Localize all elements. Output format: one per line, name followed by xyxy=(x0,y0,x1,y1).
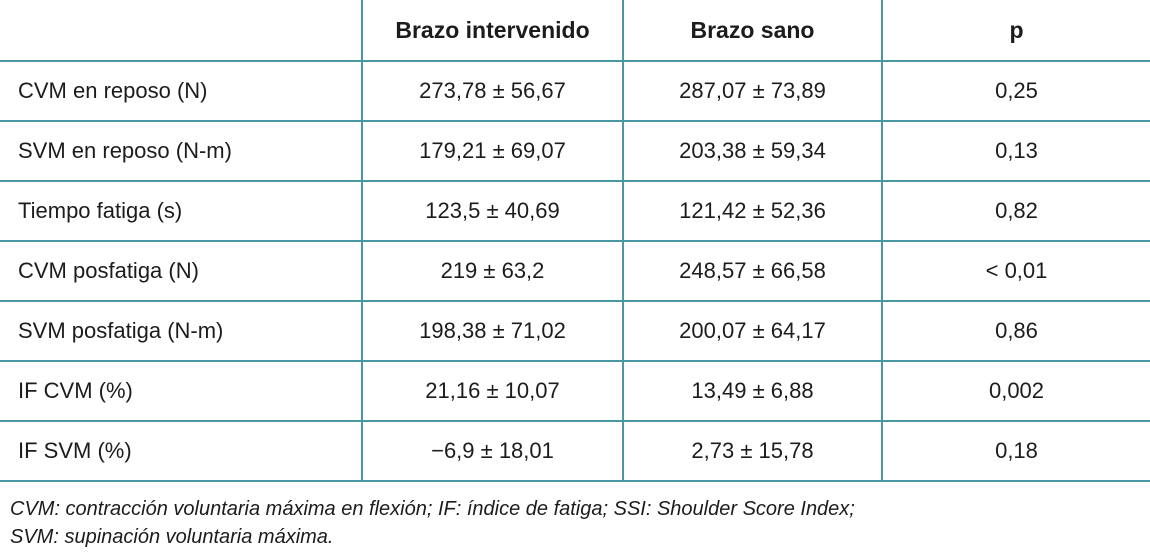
value-cell-intervenido: 219 ± 63,2 xyxy=(361,241,623,302)
footnote-line-2: SVM: supinación voluntaria máxima. xyxy=(10,526,334,548)
p-value-cell: < 0,01 xyxy=(881,241,1150,302)
table-row: Tiempo fatiga (s) 123,5 ± 40,69 121,42 ±… xyxy=(0,181,1150,242)
p-value-cell: 0,18 xyxy=(881,421,1150,482)
table-row: IF CVM (%) 21,16 ± 10,07 13,49 ± 6,88 0,… xyxy=(0,361,1150,422)
header-row: Brazo intervenido Brazo sano p xyxy=(0,0,1150,62)
table-row: CVM en reposo (N) 273,78 ± 56,67 287,07 … xyxy=(0,61,1150,122)
col-header-p: p xyxy=(881,0,1150,62)
results-table: Brazo intervenido Brazo sano p CVM en re… xyxy=(0,0,1150,482)
footnote-line-1: CVM: contracción voluntaria máxima en fl… xyxy=(10,498,855,520)
p-value-cell: 0,25 xyxy=(881,61,1150,122)
col-header-brazo-intervenido: Brazo intervenido xyxy=(361,0,623,62)
value-cell-sano: 2,73 ± 15,78 xyxy=(622,421,882,482)
col-header-brazo-sano: Brazo sano xyxy=(622,0,882,62)
p-value-cell: 0,82 xyxy=(881,181,1150,242)
table-row: SVM posfatiga (N-m) 198,38 ± 71,02 200,0… xyxy=(0,301,1150,362)
value-cell-intervenido: −6,9 ± 18,01 xyxy=(361,421,623,482)
table-row: IF SVM (%) −6,9 ± 18,01 2,73 ± 15,78 0,1… xyxy=(0,421,1150,482)
value-cell-sano: 13,49 ± 6,88 xyxy=(622,361,882,422)
value-cell-intervenido: 179,21 ± 69,07 xyxy=(361,121,623,182)
row-label-cell: IF SVM (%) xyxy=(0,421,362,482)
value-cell-sano: 287,07 ± 73,89 xyxy=(622,61,882,122)
table-row: SVM en reposo (N-m) 179,21 ± 69,07 203,3… xyxy=(0,121,1150,182)
value-cell-sano: 121,42 ± 52,36 xyxy=(622,181,882,242)
value-cell-sano: 200,07 ± 64,17 xyxy=(622,301,882,362)
value-cell-intervenido: 273,78 ± 56,67 xyxy=(361,61,623,122)
row-label-cell: IF CVM (%) xyxy=(0,361,362,422)
p-value-cell: 0,86 xyxy=(881,301,1150,362)
table-row: CVM posfatiga (N) 219 ± 63,2 248,57 ± 66… xyxy=(0,241,1150,302)
value-cell-intervenido: 123,5 ± 40,69 xyxy=(361,181,623,242)
row-label-cell: SVM posfatiga (N-m) xyxy=(0,301,362,362)
row-label-cell: CVM en reposo (N) xyxy=(0,61,362,122)
row-label-cell: CVM posfatiga (N) xyxy=(0,241,362,302)
value-cell-intervenido: 198,38 ± 71,02 xyxy=(361,301,623,362)
table-footnote: CVM: contracción voluntaria máxima en fl… xyxy=(0,495,1150,551)
col-header-empty xyxy=(0,0,362,62)
p-value-cell: 0,002 xyxy=(881,361,1150,422)
value-cell-sano: 248,57 ± 66,58 xyxy=(622,241,882,302)
p-value-cell: 0,13 xyxy=(881,121,1150,182)
row-label-cell: Tiempo fatiga (s) xyxy=(0,181,362,242)
row-label-cell: SVM en reposo (N-m) xyxy=(0,121,362,182)
value-cell-intervenido: 21,16 ± 10,07 xyxy=(361,361,623,422)
value-cell-sano: 203,38 ± 59,34 xyxy=(622,121,882,182)
